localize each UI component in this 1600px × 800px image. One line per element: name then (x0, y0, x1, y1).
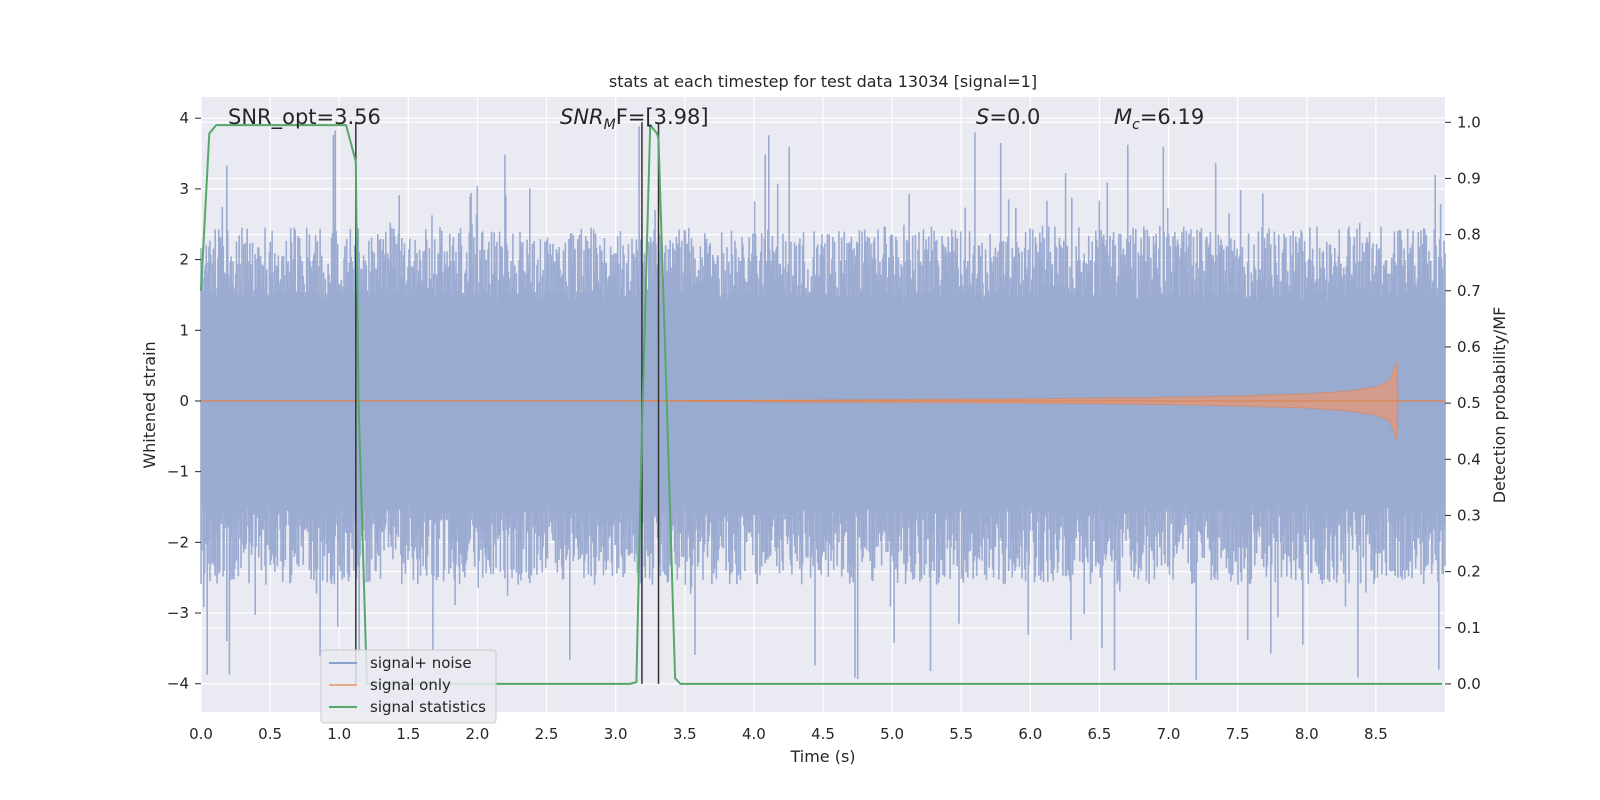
legend: signal+ noise signal only signal statist… (320, 649, 497, 724)
x-tick-label: 7.0 (1157, 725, 1181, 743)
snr-mf-subscript: M (604, 117, 616, 133)
stats-series (200, 124, 1443, 685)
y2-tick-label: 0.4 (1457, 450, 1481, 468)
signal-statistics-line (200, 124, 1443, 685)
y-tick-label: 2 (179, 251, 189, 269)
y-tick-label: 3 (179, 180, 189, 198)
y2-tick-label: 0.9 (1457, 169, 1481, 187)
x-tick-label: 0.0 (189, 725, 213, 743)
axes: 0.0 0.5 1.0 1.5 2.0 2.5 3.0 3.5 4.0 4.5 5.0 5.5 6.0 6… (167, 109, 1481, 743)
snr-mf-label: SNR (560, 105, 604, 129)
s-annotation: S=0.0 (976, 105, 1040, 129)
y2-axis-label: Detection probability/MF (1490, 307, 1509, 504)
x-axis-label: Time (s) (789, 747, 855, 766)
y-tick-label: −2 (167, 533, 189, 551)
x-tick-label: 0.5 (258, 725, 282, 743)
x-tick-label: 4.5 (811, 725, 835, 743)
y2-tick-label: 1.0 (1457, 113, 1481, 131)
snr-opt-annotation: SNR_opt=3.56 (228, 105, 381, 130)
mc-subscript: c (1132, 117, 1140, 133)
mc-annotation: Mc=6.19 (1114, 105, 1204, 133)
s-value: =0.0 (989, 105, 1040, 129)
x-tick-label: 4.0 (742, 725, 766, 743)
x-tick-label: 1.5 (396, 725, 420, 743)
x-tick-label: 2.5 (535, 725, 559, 743)
y2-tick-label: 0.6 (1457, 338, 1481, 356)
mc-label: M (1114, 105, 1132, 129)
y2-tick-label: 0.3 (1457, 506, 1481, 524)
x-tick-label: 3.0 (604, 725, 628, 743)
y-tick-label: −1 (167, 463, 189, 481)
legend-label-signal: signal only (370, 676, 451, 694)
legend-box (320, 649, 497, 724)
y2-tick-label: 0.8 (1457, 226, 1481, 244)
y-tick-label: −4 (167, 675, 189, 693)
y2-tick-label: 0.0 (1457, 675, 1481, 693)
y-tick-label: 1 (179, 321, 189, 339)
x-tick-label: 3.5 (673, 725, 697, 743)
plot-area (200, 122, 1446, 685)
mc-value: =6.19 (1140, 105, 1204, 129)
snr-mf-annotation: SNRMF=[3.98] (560, 105, 709, 133)
x-tick-label: 2.0 (466, 725, 490, 743)
y2-tick-label: 0.5 (1457, 394, 1481, 412)
snr-mf-value: F=[3.98] (616, 105, 709, 129)
x-tick-label: 6.5 (1088, 725, 1112, 743)
y-tick-label: 4 (179, 109, 189, 127)
signal-series (201, 361, 1445, 440)
y2-tick-label: 0.7 (1457, 282, 1481, 300)
x-tick-label: 8.5 (1364, 725, 1388, 743)
y-axis-label: Whitened strain (140, 341, 159, 468)
y-tick-label: 0 (179, 392, 189, 410)
chart-title: stats at each timestep for test data 130… (609, 72, 1037, 91)
y-tick-label: −3 (167, 604, 189, 622)
annotations: SNR_opt=3.56 SNRMF=[3.98] S=0.0 Mc=6.19 (228, 105, 1204, 133)
s-label: S (976, 105, 989, 129)
y2-tick-label: 0.2 (1457, 563, 1481, 581)
legend-label-stats: signal statistics (370, 698, 486, 716)
x-tick-label: 7.5 (1226, 725, 1250, 743)
x-tick-label: 5.5 (949, 725, 973, 743)
legend-label-noise: signal+ noise (370, 654, 472, 672)
x-tick-label: 6.0 (1018, 725, 1042, 743)
x-tick-label: 8.0 (1295, 725, 1319, 743)
x-tick-label: 5.0 (880, 725, 904, 743)
y2-tick-label: 0.1 (1457, 619, 1481, 637)
x-tick-label: 1.0 (327, 725, 351, 743)
